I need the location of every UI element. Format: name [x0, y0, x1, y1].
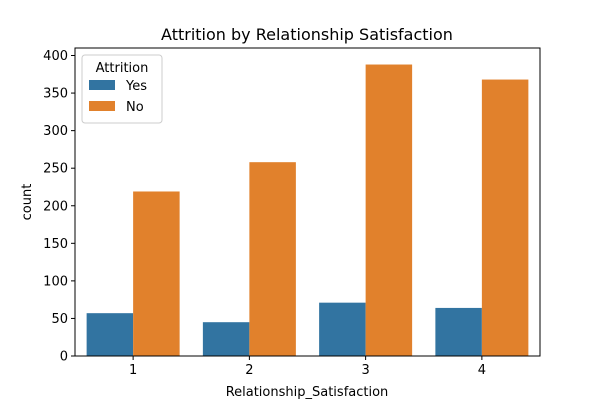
- legend-swatch-no: [89, 101, 115, 111]
- y-axis-label: count: [20, 184, 35, 221]
- legend-label-yes: Yes: [125, 79, 147, 94]
- x-tick-label: 2: [245, 363, 253, 378]
- x-axis-label: Relationship_Satisfaction: [226, 385, 389, 400]
- bar-no-3: [365, 64, 413, 357]
- y-tick-label: 0: [60, 350, 68, 365]
- y-tick-label: 250: [43, 162, 68, 177]
- x-axis-ticks: 1 2 3 4: [129, 356, 486, 378]
- x-tick-label: 3: [361, 363, 369, 378]
- bars: [86, 64, 529, 357]
- bar-no-2: [249, 162, 296, 356]
- bar-no-1: [133, 191, 180, 356]
- x-tick-label: 4: [478, 363, 486, 378]
- y-tick-label: 300: [43, 124, 68, 139]
- y-tick-label: 350: [43, 87, 68, 102]
- legend-swatch-yes: [89, 80, 115, 90]
- bar-yes-4: [435, 307, 482, 356]
- chart-title: Attrition by Relationship Satisfaction: [161, 25, 453, 44]
- legend-title: Attrition: [96, 61, 149, 76]
- legend-label-no: No: [126, 100, 144, 115]
- y-tick-label: 400: [43, 49, 68, 64]
- legend: Attrition Yes No: [81, 54, 163, 124]
- y-tick-label: 150: [43, 237, 68, 252]
- y-axis-ticks: 0 50 100 150 200 250 300 350 400: [43, 49, 75, 365]
- y-tick-label: 200: [43, 199, 68, 214]
- bar-yes-3: [319, 302, 366, 356]
- x-tick-label: 1: [129, 363, 137, 378]
- y-tick-label: 100: [43, 274, 68, 289]
- bar-no-4: [481, 79, 529, 357]
- bar-yes-2: [202, 322, 250, 356]
- y-tick-label: 50: [51, 312, 68, 327]
- plot-frame: [74, 47, 541, 357]
- bar-yes-1: [86, 313, 134, 356]
